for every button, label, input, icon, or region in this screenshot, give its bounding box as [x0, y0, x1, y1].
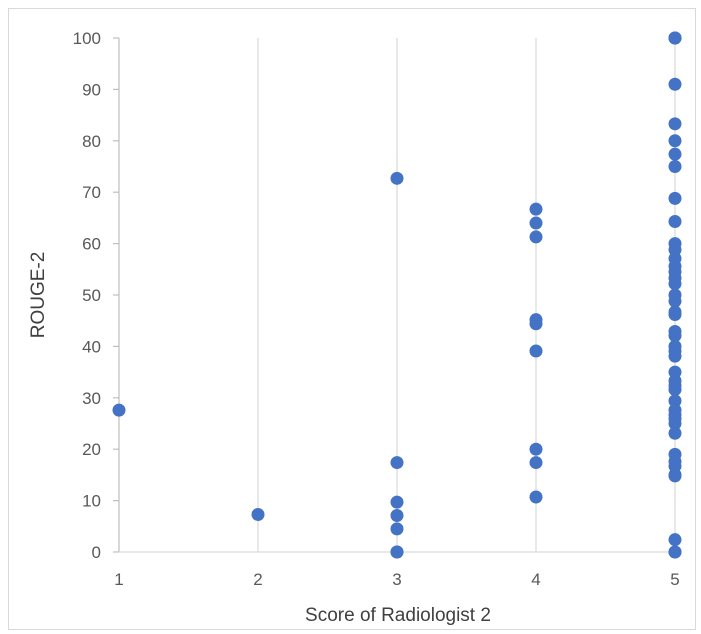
- y-tick-label: 60: [82, 235, 101, 254]
- x-tick-label: 5: [670, 570, 679, 589]
- data-point: [668, 147, 682, 161]
- y-tick-labels: 0 10 20 30 40 50 60 70 80 90 100: [73, 29, 101, 562]
- data-point: [668, 533, 682, 547]
- data-point: [390, 456, 404, 470]
- data-point: [668, 394, 682, 408]
- data-point: [668, 117, 682, 131]
- x-tick-label: 4: [531, 570, 540, 589]
- data-points: [112, 31, 682, 559]
- y-tick-label: 100: [73, 29, 101, 48]
- data-point: [668, 469, 682, 483]
- y-tick-label: 40: [82, 337, 101, 356]
- axes: [113, 37, 675, 553]
- y-tick-label: 30: [82, 389, 101, 408]
- x-tick-label: 2: [253, 570, 262, 589]
- data-point: [390, 522, 404, 536]
- y-axis-title: ROUGE-2: [28, 252, 49, 339]
- data-point: [529, 344, 543, 358]
- data-point: [668, 329, 682, 343]
- data-point: [668, 77, 682, 91]
- data-point: [529, 442, 543, 456]
- data-point: [668, 417, 682, 430]
- data-point: [668, 31, 682, 45]
- data-point: [529, 490, 543, 504]
- data-point: [529, 202, 543, 216]
- data-point: [390, 171, 404, 185]
- data-point: [668, 545, 682, 559]
- data-point: [668, 426, 682, 440]
- y-tick-label: 80: [82, 132, 101, 151]
- x-axis-title: Score of Radiologist 2: [305, 605, 491, 626]
- data-point: [529, 456, 543, 470]
- gridlines: [257, 38, 676, 552]
- data-point: [529, 230, 543, 244]
- data-point: [668, 383, 682, 397]
- data-point: [668, 349, 682, 363]
- data-point: [668, 191, 682, 205]
- x-tick-label: 1: [114, 570, 123, 589]
- data-point: [668, 160, 682, 173]
- data-point: [668, 214, 682, 228]
- y-tick-label: 10: [82, 492, 101, 511]
- chart-area: [8, 8, 696, 630]
- data-point: [668, 308, 682, 322]
- y-tick-label: 0: [92, 543, 101, 562]
- data-point: [390, 509, 404, 523]
- y-tick-label: 50: [82, 286, 101, 305]
- data-point: [668, 134, 682, 148]
- x-tick-labels: 1 2 3 4 5: [114, 570, 679, 589]
- data-point: [529, 317, 543, 331]
- y-tick-label: 20: [82, 440, 101, 459]
- data-point: [390, 545, 404, 559]
- y-tick-label: 70: [82, 183, 101, 202]
- data-point: [668, 277, 682, 291]
- data-point: [390, 495, 404, 509]
- x-tick-label: 3: [392, 570, 401, 589]
- data-point: [112, 403, 126, 417]
- data-point: [668, 294, 682, 308]
- data-point: [529, 216, 543, 230]
- data-point: [251, 507, 265, 521]
- y-tick-label: 90: [82, 80, 101, 99]
